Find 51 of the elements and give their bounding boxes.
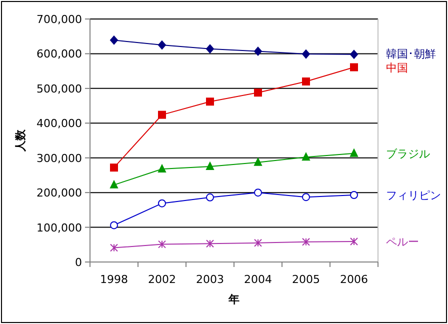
text: ペルー bbox=[386, 236, 419, 249]
text: フィリピン bbox=[386, 189, 441, 202]
point bbox=[110, 244, 118, 252]
x-tick-label: 2004 bbox=[244, 273, 272, 286]
point bbox=[302, 77, 310, 86]
x-axis-title: 年 bbox=[228, 293, 240, 306]
y-axis-title: 人数 bbox=[14, 128, 27, 152]
y-tick-label: 400,000 bbox=[36, 117, 82, 130]
x-tick-label: 1998 bbox=[100, 273, 128, 286]
point bbox=[110, 180, 118, 188]
point bbox=[254, 88, 262, 97]
y-tick-label: 0 bbox=[75, 256, 82, 269]
y-tick-label: 500,000 bbox=[36, 82, 82, 96]
point bbox=[110, 221, 118, 230]
point bbox=[206, 44, 214, 54]
y-tick-label: 300,000 bbox=[36, 152, 82, 165]
point bbox=[206, 193, 214, 202]
point bbox=[158, 240, 166, 248]
x-tick-label: 2006 bbox=[340, 273, 368, 286]
y-tick-label: 200,000 bbox=[36, 186, 82, 200]
point bbox=[254, 158, 262, 166]
y-tick-label: 100,000 bbox=[36, 221, 82, 234]
point bbox=[206, 240, 214, 248]
point bbox=[206, 162, 214, 170]
point bbox=[254, 238, 262, 247]
x-tick-label: 2005 bbox=[292, 273, 320, 286]
point bbox=[350, 238, 358, 246]
point bbox=[302, 50, 310, 59]
text: 中国 bbox=[386, 61, 408, 74]
x-tick-label: 2003 bbox=[196, 273, 224, 286]
point bbox=[254, 188, 262, 197]
point bbox=[254, 46, 262, 56]
text: 韓国･朝鮮 bbox=[386, 47, 436, 60]
y-tick-label: 700,000 bbox=[36, 13, 82, 26]
point bbox=[206, 98, 214, 106]
point bbox=[158, 164, 166, 172]
point bbox=[302, 238, 310, 246]
y-tick-label: 600,000 bbox=[36, 48, 82, 61]
point bbox=[110, 36, 118, 45]
point bbox=[158, 199, 166, 208]
point bbox=[158, 110, 166, 119]
point bbox=[302, 193, 310, 202]
point bbox=[350, 50, 358, 59]
x-tick-label: 2002 bbox=[148, 273, 176, 286]
point bbox=[302, 152, 310, 161]
point bbox=[350, 191, 358, 199]
text: ブラジル bbox=[386, 147, 430, 160]
point bbox=[158, 40, 166, 50]
point bbox=[350, 63, 358, 72]
point bbox=[350, 148, 358, 157]
point bbox=[110, 164, 118, 172]
